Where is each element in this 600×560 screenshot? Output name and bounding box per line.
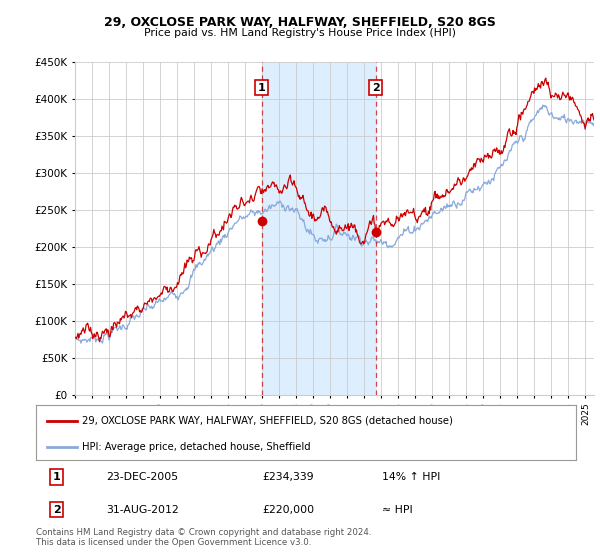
- Text: £234,339: £234,339: [263, 472, 314, 482]
- Text: 1: 1: [258, 82, 266, 92]
- Text: 23-DEC-2005: 23-DEC-2005: [106, 472, 178, 482]
- Text: 29, OXCLOSE PARK WAY, HALFWAY, SHEFFIELD, S20 8GS (detached house): 29, OXCLOSE PARK WAY, HALFWAY, SHEFFIELD…: [82, 416, 453, 426]
- Text: 14% ↑ HPI: 14% ↑ HPI: [382, 472, 440, 482]
- Text: HPI: Average price, detached house, Sheffield: HPI: Average price, detached house, Shef…: [82, 442, 311, 451]
- Text: Price paid vs. HM Land Registry's House Price Index (HPI): Price paid vs. HM Land Registry's House …: [144, 28, 456, 38]
- Text: ≈ HPI: ≈ HPI: [382, 505, 412, 515]
- Text: 2: 2: [372, 82, 380, 92]
- Text: £220,000: £220,000: [263, 505, 315, 515]
- Text: 1: 1: [53, 472, 61, 482]
- Bar: [262, 62, 376, 395]
- Text: 2: 2: [53, 505, 61, 515]
- Text: 29, OXCLOSE PARK WAY, HALFWAY, SHEFFIELD, S20 8GS: 29, OXCLOSE PARK WAY, HALFWAY, SHEFFIELD…: [104, 16, 496, 29]
- Text: Contains HM Land Registry data © Crown copyright and database right 2024.
This d: Contains HM Land Registry data © Crown c…: [36, 528, 371, 547]
- Text: 31-AUG-2012: 31-AUG-2012: [106, 505, 179, 515]
